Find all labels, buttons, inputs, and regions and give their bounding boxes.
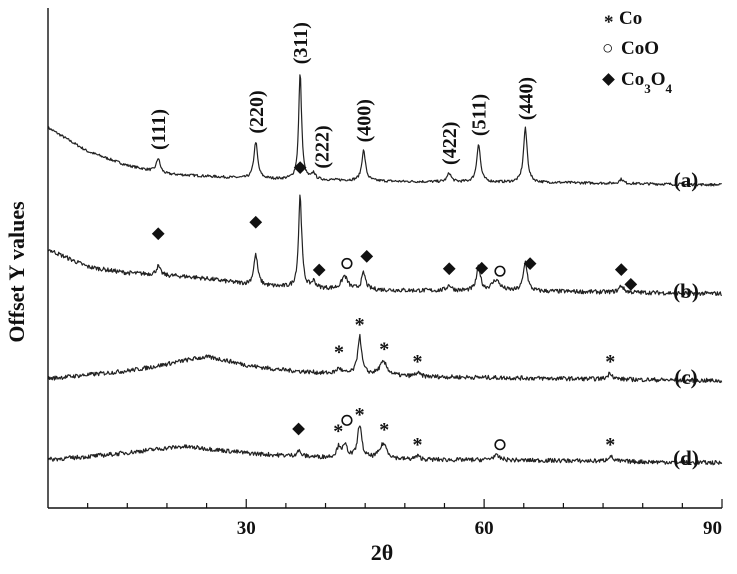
marker-diamond-6: [442, 262, 456, 276]
marker-diamond-9: [523, 257, 537, 270]
series-trace-1: [47, 194, 723, 297]
legend-marker-coo: ○: [602, 38, 613, 59]
marker-diamond-17: [292, 422, 305, 436]
legend: * Co ○ CoO Co3O4: [602, 8, 673, 96]
marker-diamond-0: [151, 227, 165, 241]
marker-diamond-3: [312, 263, 326, 277]
x-tick-label-1: 60: [475, 518, 494, 539]
series-label-3: (d): [673, 446, 699, 470]
x-tick-label-2: 90: [703, 518, 722, 539]
marker-asterisk-12: *: [334, 341, 344, 363]
hkl-label-1: (220): [246, 90, 268, 133]
series-label-1: (b): [673, 279, 699, 303]
marker-asterisk-15: *: [413, 351, 423, 373]
marker-asterisk-24: *: [605, 434, 615, 456]
marker-diamond-7: [475, 261, 489, 275]
marker-layer: * * * * * * * * * *: [151, 161, 638, 456]
marker-circle-19: [341, 414, 353, 426]
legend-label-co3o4: Co3O4: [621, 69, 673, 96]
series-trace-3: [47, 425, 723, 466]
hkl-label-6: (511): [469, 94, 491, 136]
legend-label-co: Co: [619, 8, 642, 29]
hkl-label-5: (422): [439, 122, 461, 165]
series-trace-0: [47, 74, 722, 187]
x-tick-label-0: 30: [237, 518, 256, 539]
legend-marker-co3o4: [602, 73, 615, 86]
marker-asterisk-21: *: [379, 419, 389, 441]
x-axis-title: 2θ: [371, 540, 393, 565]
marker-diamond-11: [624, 277, 638, 291]
marker-diamond-1: [249, 215, 263, 229]
series-label-0: (a): [674, 168, 699, 192]
axis-layer: 30 60 90: [47, 8, 723, 539]
hkl-label-layer: (111) (220) (311) (222) (400) (422) (511) (440): [148, 22, 537, 169]
marker-asterisk-18: *: [333, 421, 343, 443]
marker-circle-8: [494, 265, 506, 277]
y-axis-title: Offset Y values: [4, 201, 29, 343]
marker-asterisk-14: *: [379, 338, 389, 360]
marker-circle-23: [494, 439, 506, 451]
marker-asterisk-16: *: [605, 351, 615, 373]
hkl-label-2: (311): [290, 22, 312, 64]
marker-diamond-2: [293, 161, 307, 174]
hkl-label-7: (440): [515, 77, 537, 120]
series-trace-2: [47, 333, 723, 384]
marker-diamond-5: [360, 249, 374, 263]
marker-asterisk-20: *: [355, 404, 365, 426]
marker-asterisk-13: *: [355, 314, 365, 336]
legend-marker-co: *: [604, 12, 614, 33]
legend-label-coo: CoO: [621, 38, 659, 59]
marker-circle-4: [341, 257, 353, 270]
series-layer: (a) (b) (c) (d): [47, 74, 723, 470]
hkl-label-0: (111): [148, 109, 170, 150]
marker-diamond-10: [614, 263, 628, 276]
marker-asterisk-22: *: [413, 434, 423, 456]
series-label-2: (c): [674, 365, 697, 389]
hkl-label-3: (222): [312, 125, 334, 168]
hkl-label-4: (400): [354, 99, 376, 142]
